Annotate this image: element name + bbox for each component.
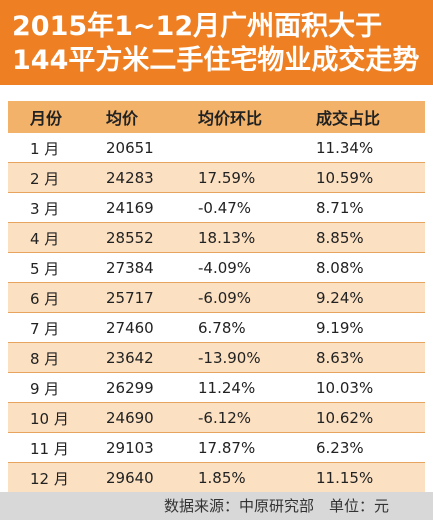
cell-share: 8.85% bbox=[316, 229, 364, 247]
row-divider bbox=[8, 312, 425, 313]
cell-month: 10 月 bbox=[30, 409, 69, 428]
row-divider bbox=[8, 162, 425, 163]
row-divider bbox=[8, 432, 425, 433]
cell-avg-price: 20651 bbox=[106, 139, 154, 157]
source-footer: 数据来源：中原研究部 单位：元 bbox=[0, 492, 433, 520]
cell-share: 8.63% bbox=[316, 349, 364, 367]
cell-mom-change: 17.59% bbox=[198, 169, 256, 187]
row-divider bbox=[8, 342, 425, 343]
cell-avg-price: 29103 bbox=[106, 439, 154, 457]
header-avg-price: 均价 bbox=[106, 109, 139, 128]
title-line-1: 2015年1~12月广州面积大于 bbox=[12, 11, 383, 42]
table-row: 10 月 24690 -6.12% 10.62% bbox=[8, 403, 425, 433]
cell-month: 4 月 bbox=[30, 229, 60, 248]
cell-month: 11 月 bbox=[30, 439, 69, 458]
cell-share: 8.08% bbox=[316, 259, 364, 277]
cell-mom-change: 17.87% bbox=[198, 439, 256, 457]
cell-share: 8.71% bbox=[316, 199, 364, 217]
cell-month: 8 月 bbox=[30, 349, 60, 368]
cell-avg-price: 29640 bbox=[106, 469, 154, 487]
cell-avg-price: 24283 bbox=[106, 169, 154, 187]
table-row: 2 月 24283 17.59% 10.59% bbox=[8, 163, 425, 193]
cell-avg-price: 27460 bbox=[106, 319, 154, 337]
cell-mom-change: 1.85% bbox=[198, 469, 246, 487]
cell-avg-price: 28552 bbox=[106, 229, 154, 247]
cell-avg-price: 24169 bbox=[106, 199, 154, 217]
table-row: 8 月 23642 -13.90% 8.63% bbox=[8, 343, 425, 373]
table-row: 7 月 27460 6.78% 9.19% bbox=[8, 313, 425, 343]
cell-mom-change: 6.78% bbox=[198, 319, 246, 337]
header-mom-change: 均价环比 bbox=[198, 109, 263, 128]
cell-avg-price: 27384 bbox=[106, 259, 154, 277]
table-row: 12 月 29640 1.85% 11.15% bbox=[8, 463, 425, 493]
cell-mom-change: 18.13% bbox=[198, 229, 256, 247]
table-row: 4 月 28552 18.13% 8.85% bbox=[8, 223, 425, 253]
row-divider bbox=[8, 462, 425, 463]
cell-avg-price: 26299 bbox=[106, 379, 154, 397]
data-table: 月份 均价 均价环比 成交占比 1 月 20651 11.34% 2 月 242… bbox=[8, 101, 425, 493]
cell-avg-price: 24690 bbox=[106, 409, 154, 427]
row-divider bbox=[8, 252, 425, 253]
cell-share: 10.59% bbox=[316, 169, 374, 187]
table-row: 6 月 25717 -6.09% 9.24% bbox=[8, 283, 425, 313]
title-banner: 2015年1~12月广州面积大于 144平方米二手住宅物业成交走势 bbox=[0, 0, 433, 85]
cell-share: 9.24% bbox=[316, 289, 364, 307]
row-divider bbox=[8, 192, 425, 193]
cell-mom-change: -0.47% bbox=[198, 199, 252, 217]
cell-share: 11.15% bbox=[316, 469, 374, 487]
row-divider bbox=[8, 402, 425, 403]
cell-month: 2 月 bbox=[30, 169, 60, 188]
table-row: 1 月 20651 11.34% bbox=[8, 133, 425, 163]
cell-mom-change: -4.09% bbox=[198, 259, 252, 277]
header-share: 成交占比 bbox=[316, 109, 381, 128]
row-divider bbox=[8, 282, 425, 283]
cell-mom-change: -6.09% bbox=[198, 289, 252, 307]
table-header-row: 月份 均价 均价环比 成交占比 bbox=[8, 101, 425, 133]
cell-share: 11.34% bbox=[316, 139, 374, 157]
header-month: 月份 bbox=[30, 109, 63, 128]
row-divider bbox=[8, 222, 425, 223]
table-row: 9 月 26299 11.24% 10.03% bbox=[8, 373, 425, 403]
table-row: 11 月 29103 17.87% 6.23% bbox=[8, 433, 425, 463]
cell-month: 12 月 bbox=[30, 469, 69, 488]
cell-month: 9 月 bbox=[30, 379, 60, 398]
table-row: 3 月 24169 -0.47% 8.71% bbox=[8, 193, 425, 223]
cell-avg-price: 23642 bbox=[106, 349, 154, 367]
cell-mom-change: 11.24% bbox=[198, 379, 256, 397]
cell-share: 10.62% bbox=[316, 409, 374, 427]
cell-share: 10.03% bbox=[316, 379, 374, 397]
cell-share: 9.19% bbox=[316, 319, 364, 337]
cell-avg-price: 25717 bbox=[106, 289, 154, 307]
cell-mom-change: -6.12% bbox=[198, 409, 252, 427]
row-divider bbox=[8, 372, 425, 373]
cell-month: 3 月 bbox=[30, 199, 60, 218]
title-line-2: 144平方米二手住宅物业成交走势 bbox=[12, 45, 420, 76]
cell-month: 6 月 bbox=[30, 289, 60, 308]
cell-mom-change: -13.90% bbox=[198, 349, 261, 367]
cell-month: 1 月 bbox=[30, 139, 60, 158]
cell-month: 7 月 bbox=[30, 319, 60, 338]
cell-month: 5 月 bbox=[30, 259, 60, 278]
table-row: 5 月 27384 -4.09% 8.08% bbox=[8, 253, 425, 283]
cell-share: 6.23% bbox=[316, 439, 364, 457]
